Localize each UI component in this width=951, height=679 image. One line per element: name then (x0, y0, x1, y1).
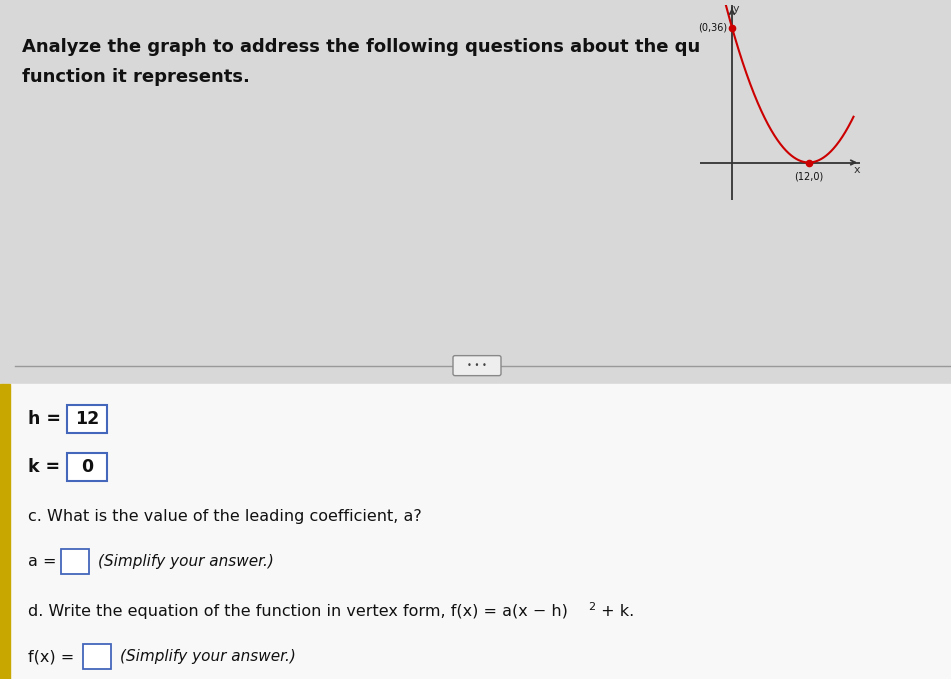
Bar (0, 0, 951, 384)
Bar (0, 384, 951, 679)
Text: function it represents.: function it represents. (22, 68, 250, 86)
Text: 12: 12 (75, 409, 99, 428)
Text: d. Write the equation of the function in vertex form, f(x) = a(x − h): d. Write the equation of the function in… (28, 604, 568, 619)
Text: y: y (732, 4, 739, 14)
Text: • • •: • • • (467, 361, 487, 370)
FancyBboxPatch shape (67, 453, 107, 481)
Text: k =: k = (28, 458, 67, 475)
Text: 2: 2 (588, 602, 595, 612)
Bar (0, 384, 10, 679)
Text: 0: 0 (81, 458, 93, 475)
Text: f(x) =: f(x) = (28, 649, 79, 664)
Text: + k.: + k. (596, 604, 634, 619)
FancyBboxPatch shape (61, 549, 89, 574)
FancyBboxPatch shape (83, 644, 111, 669)
Text: Analyze the graph to address the following questions about the quadratic: Analyze the graph to address the followi… (22, 38, 771, 56)
Text: x: x (853, 165, 860, 175)
FancyBboxPatch shape (453, 356, 501, 375)
Text: h =: h = (28, 409, 67, 428)
Text: (Simplify your answer.): (Simplify your answer.) (120, 649, 296, 664)
FancyBboxPatch shape (67, 405, 107, 433)
Text: (12,0): (12,0) (794, 172, 824, 182)
Text: c. What is the value of the leading coefficient, a?: c. What is the value of the leading coef… (28, 509, 421, 524)
Text: a =: a = (28, 554, 62, 569)
Text: (Simplify your answer.): (Simplify your answer.) (98, 554, 274, 569)
Text: (0,36): (0,36) (698, 22, 727, 33)
